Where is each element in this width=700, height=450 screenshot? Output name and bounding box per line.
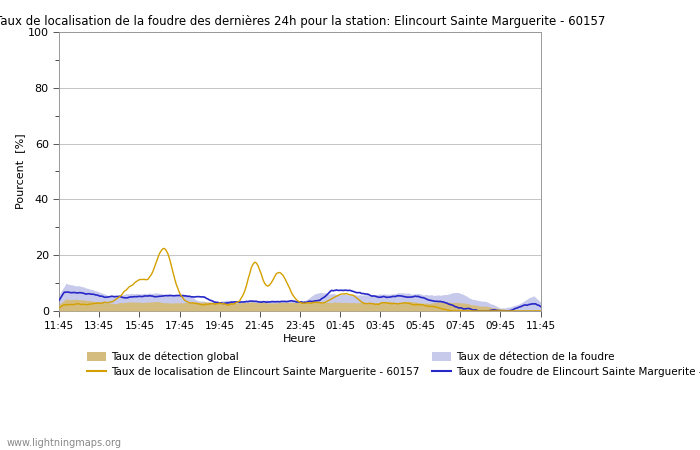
Text: www.lightningmaps.org: www.lightningmaps.org <box>7 438 122 448</box>
Y-axis label: Pourcent  [%]: Pourcent [%] <box>15 134 25 209</box>
Legend: Taux de détection global, Taux de localisation de Elincourt Sainte Marguerite - : Taux de détection global, Taux de locali… <box>83 347 700 381</box>
X-axis label: Heure: Heure <box>283 334 316 344</box>
Title: Taux de localisation de la foudre des dernières 24h pour la station: Elincourt S: Taux de localisation de la foudre des de… <box>0 15 605 28</box>
